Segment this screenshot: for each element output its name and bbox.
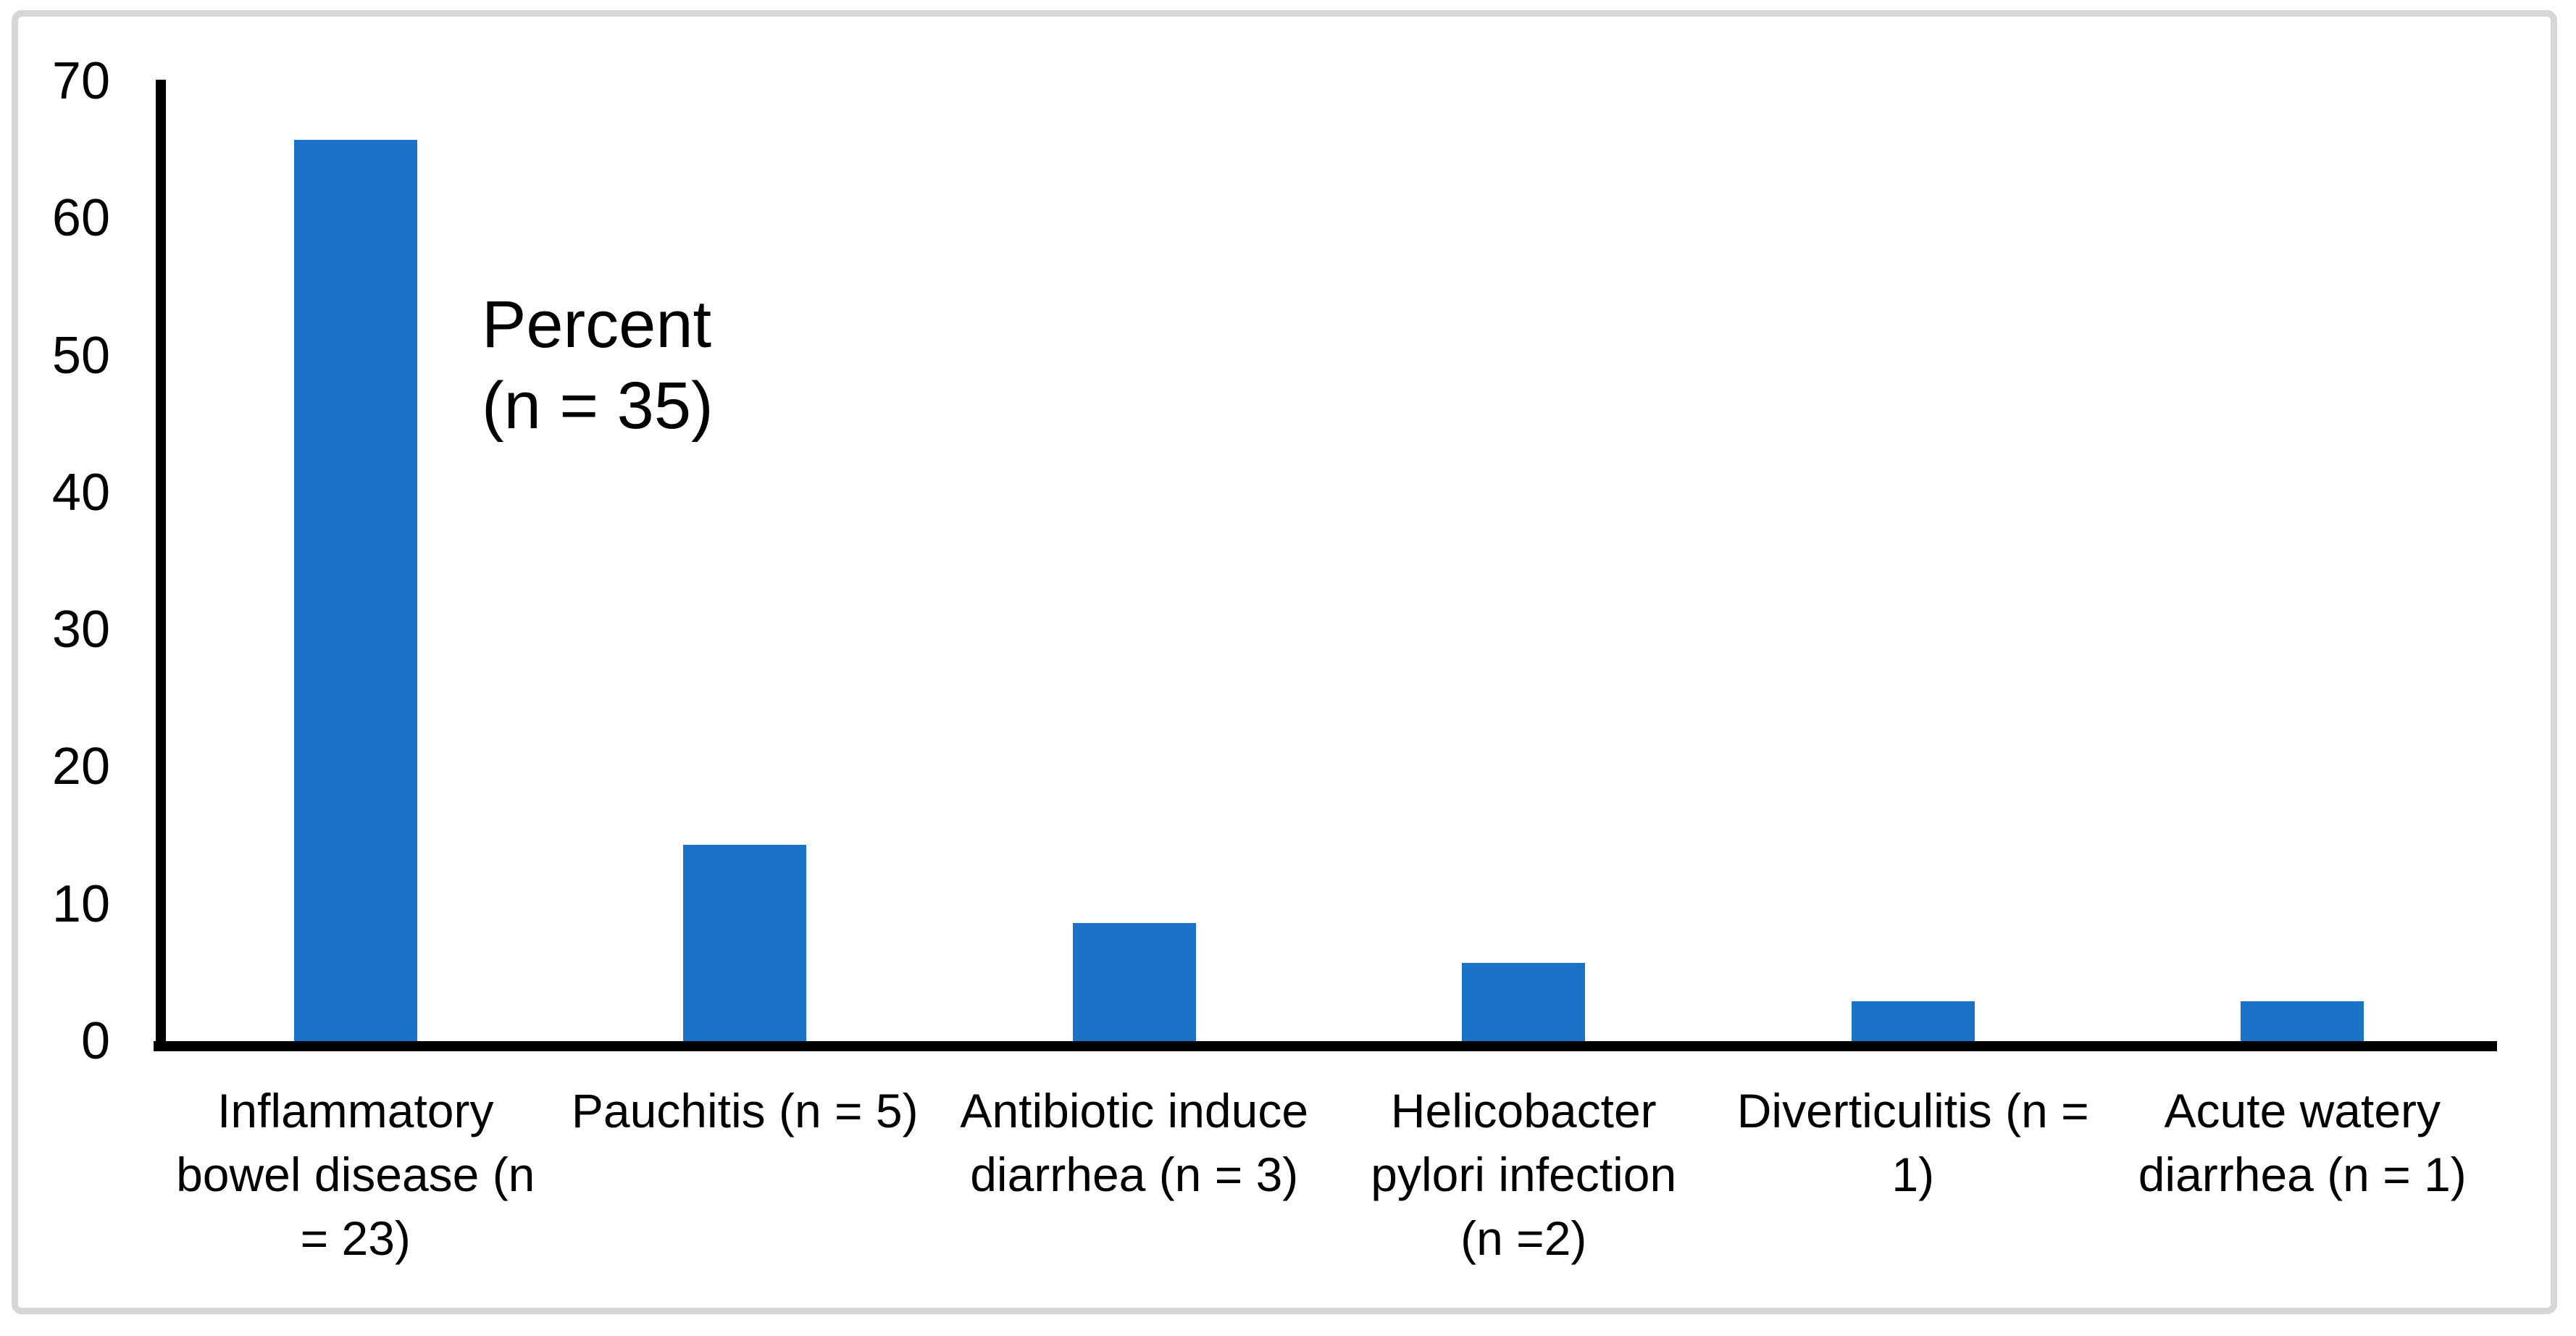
- bar: [683, 845, 807, 1041]
- bar: [1462, 963, 1586, 1041]
- x-axis-line: [154, 1041, 2497, 1051]
- y-tick-label: 0: [80, 1012, 110, 1070]
- x-category-label: Diverticulitis (n = 1): [1736, 1084, 2089, 1201]
- x-category-label: Inflammatory bowel disease (n = 23): [176, 1084, 535, 1265]
- bar: [293, 140, 417, 1041]
- bar: [1072, 923, 1196, 1041]
- y-tick-label: 20: [51, 738, 110, 796]
- x-category-label: Pauchitis (n = 5): [571, 1084, 919, 1137]
- figure-border-frame: [12, 10, 2557, 1314]
- y-tick-label: 50: [51, 326, 110, 385]
- x-category-label: Helicobacter pylori infection (n =2): [1371, 1084, 1677, 1265]
- x-category-label: Acute watery diarrhea (n = 1): [2138, 1084, 2467, 1201]
- bar: [1851, 1001, 1975, 1041]
- bar: [2241, 1001, 2364, 1041]
- y-tick-label: 10: [51, 874, 110, 933]
- x-category-label: Antibiotic induce diarrhea (n = 3): [960, 1084, 1309, 1201]
- y-tick-label: 40: [51, 463, 110, 522]
- y-axis-line: [156, 80, 166, 1051]
- y-tick-label: 70: [51, 52, 110, 110]
- y-tick-label: 60: [51, 189, 110, 248]
- y-tick-label: 30: [51, 601, 110, 659]
- chart-annotation-label: Percent (n = 35): [482, 288, 714, 443]
